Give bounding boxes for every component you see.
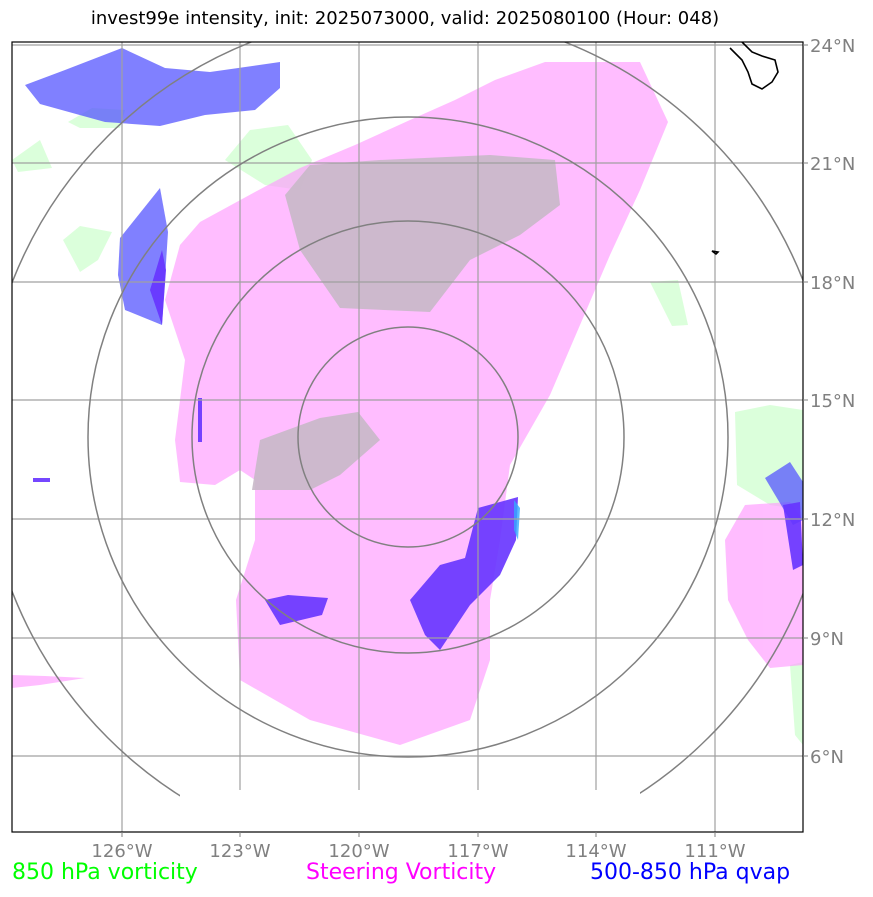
lat-tick-label: 12°N (810, 510, 855, 531)
vort850-patch (12, 140, 52, 172)
qvap-strong-patch (150, 250, 166, 325)
steering-vorticity-layer (12, 62, 803, 745)
lon-tick-label: 126°W (91, 841, 152, 862)
qvap-strong-patch (265, 595, 328, 625)
lon-tick-label: 117°W (447, 841, 508, 862)
lat-tick-label: 15°N (810, 391, 855, 412)
lat-tick-label: 6°N (810, 747, 844, 768)
overlap-patch (252, 412, 380, 490)
qvap-cyan-edge (514, 500, 520, 540)
qvap-patch (25, 48, 280, 126)
lat-tick-label: 9°N (810, 629, 844, 650)
qvap-strong-patch (410, 497, 518, 650)
vort850-patch (63, 226, 112, 272)
overlap-layer (252, 155, 560, 490)
lat-labels: 24°N 21°N 18°N 15°N 12°N 9°N 6°N (810, 36, 855, 768)
range-ring-2 (191, 220, 625, 654)
coastline (711, 42, 779, 256)
map-frame (11, 41, 804, 833)
vort850-patch (790, 662, 803, 745)
qvap-strong-patch (33, 478, 50, 482)
range-rings (12, 42, 803, 832)
vort850-patch (650, 280, 688, 326)
legend-qvap: 500-850 hPa qvap (590, 860, 791, 885)
qvap-strong-patch (198, 398, 202, 442)
map-title: invest99e intensity, init: 2025073000, v… (90, 8, 720, 29)
lat-tick-label: 21°N (810, 154, 855, 175)
steering-patch (165, 62, 668, 745)
range-ring-3 (87, 116, 729, 758)
qvap-layer (25, 48, 803, 525)
coastline-island (711, 250, 720, 256)
lon-tick-label: 123°W (209, 841, 270, 862)
steering-patch (725, 502, 803, 668)
lat-tick-label: 24°N (810, 36, 855, 57)
gridlines (12, 42, 803, 832)
lon-tick-label: 111°W (684, 841, 745, 862)
steering-patch (12, 675, 85, 688)
range-ring-inner (297, 326, 519, 548)
lat-tick-label: 18°N (810, 273, 855, 294)
overlap-patch (285, 155, 560, 312)
lon-labels: 126°W 123°W 120°W 117°W 114°W 111°W (91, 841, 745, 862)
legend-vorticity-850: 850 hPa vorticity (12, 860, 198, 885)
legend-steering-vorticity: Steering Vorticity (306, 860, 497, 885)
lon-tick-label: 120°W (328, 841, 389, 862)
coastline-baja (729, 42, 779, 90)
lon-tick-label: 114°W (565, 841, 626, 862)
